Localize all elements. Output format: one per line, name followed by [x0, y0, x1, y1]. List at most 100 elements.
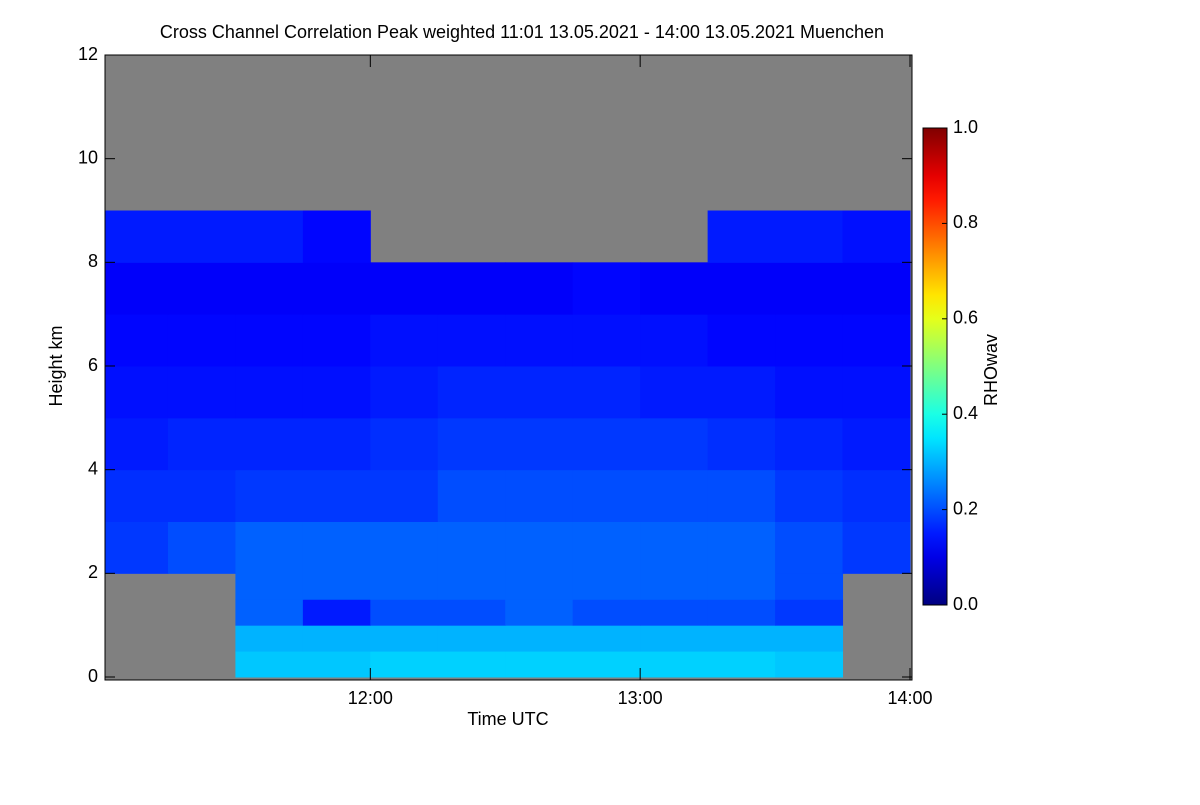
heat-cell [707, 210, 776, 263]
heat-cell [167, 366, 236, 419]
heat-cell [370, 625, 439, 652]
heat-cell [302, 651, 371, 678]
heat-cell [775, 314, 844, 367]
x-tick-label: 13:00 [618, 688, 663, 708]
heat-cell [572, 651, 641, 678]
heat-cell [167, 521, 236, 574]
heat-cell [842, 417, 911, 471]
heat-cell [235, 366, 304, 419]
heat-cell [437, 314, 506, 367]
heat-cell [370, 573, 439, 600]
heat-cell [775, 417, 844, 471]
heat-cell [235, 210, 304, 263]
heat-cell [105, 366, 169, 419]
heat-cell [640, 651, 709, 678]
heat-cell [707, 469, 776, 522]
heat-cell [505, 469, 574, 522]
heat-cell [105, 469, 169, 522]
colorbar-tick-label: 0.0 [953, 594, 978, 614]
y-tick-label: 10 [78, 147, 98, 167]
colorbar-tick-label: 0.8 [953, 212, 978, 232]
heat-cell [505, 573, 574, 600]
colorbar-tick-label: 0.4 [953, 403, 978, 423]
heat-cell [775, 625, 844, 652]
heat-cell [640, 521, 709, 574]
heat-cell [235, 651, 304, 678]
heat-cell [302, 366, 371, 419]
heat-cell [302, 625, 371, 652]
heat-cell [842, 521, 911, 574]
heat-cell [572, 262, 641, 315]
heat-cell [235, 625, 304, 652]
heat-cell [437, 469, 506, 522]
colorbar [922, 127, 948, 606]
heat-cell [572, 417, 641, 471]
heat-cell [505, 262, 574, 315]
heat-cell [707, 573, 776, 600]
heat-cell [572, 573, 641, 600]
heat-cell [775, 210, 844, 263]
heat-cell [167, 210, 236, 263]
heat-cell [235, 469, 304, 522]
heat-cell [640, 573, 709, 600]
colorbar-tick-label: 1.0 [953, 117, 978, 137]
heat-cell [505, 521, 574, 574]
heat-cell [370, 314, 439, 367]
heat-cell [302, 314, 371, 367]
heat-cell [302, 599, 371, 626]
heat-cell [842, 262, 911, 315]
heat-cell [235, 599, 304, 626]
colorbar-tick-label: 0.2 [953, 498, 978, 518]
heat-cell [105, 417, 169, 471]
heat-cell [302, 210, 371, 263]
colorbar-tick-label: 0.6 [953, 308, 978, 328]
heat-cell [235, 521, 304, 574]
heat-cell [437, 262, 506, 315]
y-tick-label: 12 [78, 44, 98, 64]
heat-cell [302, 262, 371, 315]
heat-cell [235, 573, 304, 600]
heat-cell [640, 625, 709, 652]
heat-cell [235, 314, 304, 367]
heat-cell [775, 366, 844, 419]
heat-cell [437, 651, 506, 678]
heat-cell [167, 314, 236, 367]
heat-cell [842, 366, 911, 419]
heat-cell [775, 651, 844, 678]
heat-cell [437, 625, 506, 652]
heat-cell [437, 521, 506, 574]
heat-cell [640, 599, 709, 626]
heat-cell [105, 210, 169, 263]
heat-cell [370, 521, 439, 574]
heat-cell [707, 651, 776, 678]
heat-cell [640, 469, 709, 522]
heat-cell [167, 469, 236, 522]
heat-cell [707, 599, 776, 626]
heat-cell [370, 417, 439, 471]
heat-cell [105, 521, 169, 574]
heat-cell [707, 262, 776, 315]
heat-cell [640, 262, 709, 315]
heat-cell [505, 417, 574, 471]
heat-cell [370, 366, 439, 419]
heat-cell [707, 366, 776, 419]
heat-cell [437, 599, 506, 626]
heat-cell [302, 469, 371, 522]
y-tick-label: 0 [88, 666, 98, 686]
heat-cell [707, 314, 776, 367]
heat-cell [167, 417, 236, 471]
heat-cell [572, 521, 641, 574]
heat-cell [370, 599, 439, 626]
heat-cell [572, 625, 641, 652]
heat-cell [370, 469, 439, 522]
heat-cell [572, 599, 641, 626]
heat-cell [572, 366, 641, 419]
heat-cell [842, 469, 911, 522]
heat-cell [505, 651, 574, 678]
x-tick-label: 14:00 [887, 688, 932, 708]
plot-frame [104, 54, 913, 681]
y-tick-label: 2 [88, 562, 98, 582]
heat-cell [707, 521, 776, 574]
heat-cell [640, 314, 709, 367]
